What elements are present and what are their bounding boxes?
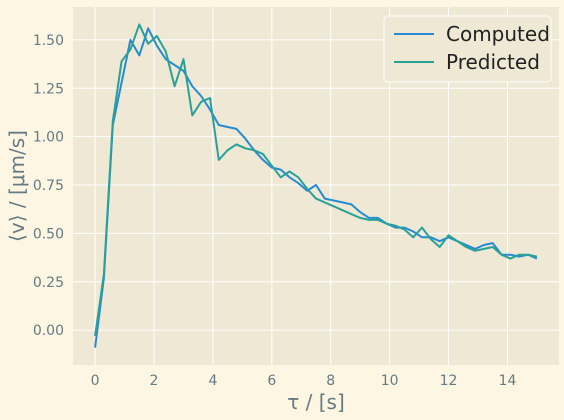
series-line-predicted (94, 23, 538, 337)
x-tick-label: 6 (267, 373, 276, 389)
x-tick-label: 0 (91, 373, 100, 389)
y-tick-label: 0.25 (33, 275, 64, 291)
series-lines (94, 23, 538, 348)
x-tick-label: 12 (440, 373, 458, 389)
legend-box (383, 15, 552, 83)
x-tick-label: 2 (150, 373, 159, 389)
y-axis-label: ⟨v⟩ / [μm/s] (5, 130, 29, 242)
tick-labels: 0 2 4 6 8 10 12 14 0.00 0.25 0.50 0.75 1.00 1.25 1.50 (33, 33, 517, 389)
x-tick-label: 14 (499, 373, 517, 389)
x-tick-label: 4 (208, 373, 217, 389)
y-tick-label: 0.75 (33, 178, 64, 194)
y-tick-label: 1.25 (33, 81, 64, 97)
y-tick-label: 0.50 (33, 226, 64, 242)
x-axis-label: τ / [s] (287, 390, 345, 414)
legend-label-predicted: Predicted (446, 50, 540, 74)
y-tick-label: 1.00 (33, 130, 64, 146)
x-tick-label: 10 (381, 373, 399, 389)
y-tick-label: 0.00 (33, 323, 64, 339)
x-tick-label: 8 (326, 373, 335, 389)
legend: Computed Predicted (383, 15, 552, 83)
y-tick-label: 1.50 (33, 33, 64, 49)
legend-label-computed: Computed (446, 22, 550, 46)
